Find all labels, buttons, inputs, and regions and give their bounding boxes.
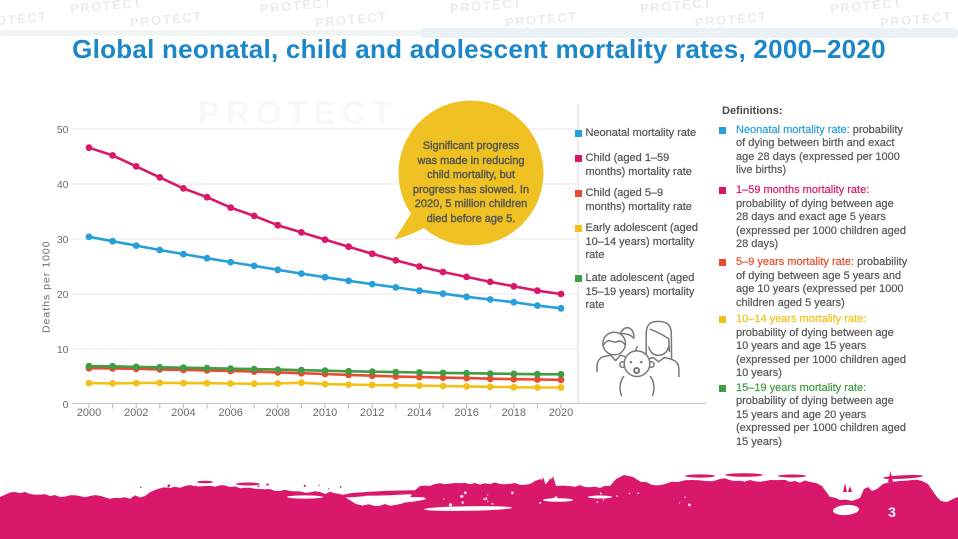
svg-text:2020: 2020 [549,407,573,419]
svg-text:2000: 2000 [77,407,101,419]
svg-text:2002: 2002 [124,407,148,419]
svg-text:0: 0 [63,399,69,411]
svg-text:Deaths per 1000: Deaths per 1000 [41,240,53,333]
svg-text:40: 40 [57,179,69,191]
svg-text:2018: 2018 [502,407,526,419]
svg-text:2012: 2012 [360,407,384,419]
svg-text:2016: 2016 [454,407,478,419]
svg-text:2010: 2010 [313,407,337,419]
svg-text:2008: 2008 [266,407,290,419]
svg-text:10: 10 [57,344,69,356]
svg-text:50: 50 [57,124,69,136]
svg-text:2014: 2014 [407,407,431,419]
svg-text:30: 30 [57,234,69,246]
svg-text:2004: 2004 [171,407,195,419]
svg-text:2006: 2006 [218,407,242,419]
svg-text:20: 20 [57,289,69,301]
